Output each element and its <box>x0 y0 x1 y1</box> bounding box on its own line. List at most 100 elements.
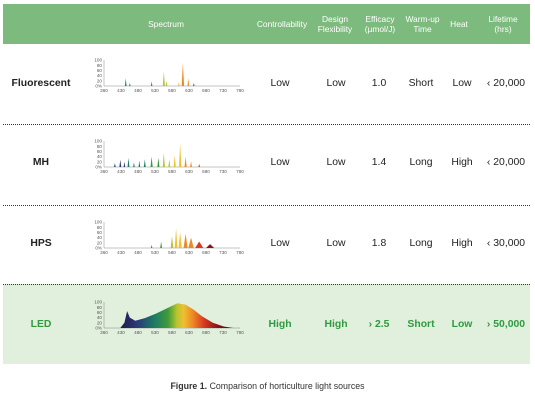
x-tick-label: 580 <box>168 330 176 335</box>
spectrum-peak <box>198 163 201 167</box>
y-tick-label: 40 <box>97 315 103 320</box>
spectrum-peak <box>138 160 141 167</box>
x-tick-label: 680 <box>202 88 210 93</box>
x-tick-label: 780 <box>236 169 244 174</box>
controllability-value: High <box>268 319 292 330</box>
light-source-name: Fluorescent <box>11 78 71 89</box>
spectrum-peak <box>165 80 168 86</box>
x-tick-label: 630 <box>185 88 193 93</box>
caption-text: Comparison of horticulture light sources <box>209 381 365 391</box>
spectrum-peak <box>150 81 153 86</box>
warmup-value: Long <box>409 238 433 249</box>
x-tick-label: 580 <box>168 250 176 255</box>
spectrum-curve <box>120 303 234 328</box>
spectrum-peak <box>157 157 160 167</box>
x-tick-label: 480 <box>134 88 142 93</box>
controllability-value: Low <box>270 238 290 249</box>
y-tick-label: 20 <box>97 78 103 83</box>
spectrum-peak <box>160 241 163 248</box>
spectrum-peak <box>127 157 130 167</box>
warmup-value: Short <box>408 78 434 89</box>
y-tick-label: 20 <box>97 240 103 245</box>
y-tick-label: 60 <box>97 310 103 315</box>
x-tick-label: 360 <box>100 330 108 335</box>
spectrum-peak <box>124 78 127 86</box>
spectrum-peak <box>173 155 176 167</box>
y-tick-label: 80 <box>97 305 103 310</box>
efficacy-value: › 2.5 <box>368 319 390 330</box>
x-tick-label: 730 <box>219 250 227 255</box>
header-efficacy: Efficacy (µmol/J) <box>364 14 396 34</box>
y-tick-label: 0% <box>95 326 102 331</box>
y-tick-label: 100 <box>94 58 102 63</box>
warmup-value: Short <box>407 319 435 330</box>
spectrum-peak <box>150 244 153 248</box>
x-tick-label: 730 <box>219 330 227 335</box>
spectrum-peak <box>178 232 182 248</box>
y-tick-label: 0% <box>95 165 102 170</box>
heat-value: Low <box>452 78 472 89</box>
y-tick-label: 60 <box>97 230 103 235</box>
header-controllability: Controllability <box>256 19 308 29</box>
spectrum-peak <box>129 82 131 86</box>
lifetime-value: › 50,000 <box>486 319 526 330</box>
x-tick-label: 630 <box>185 169 193 174</box>
x-tick-label: 780 <box>236 250 244 255</box>
x-tick-label: 360 <box>100 169 108 174</box>
light-source-name: HPS <box>30 238 52 249</box>
y-tick-label: 0% <box>95 246 102 251</box>
spectrum-peak <box>150 156 153 167</box>
chart-axis <box>103 141 240 168</box>
light-source-name: LED <box>30 319 52 330</box>
spectrum-peak <box>170 236 174 248</box>
spectrum-peak <box>119 159 122 167</box>
x-tick-label: 580 <box>168 88 176 93</box>
x-tick-label: 780 <box>236 330 244 335</box>
spectrum-peak <box>114 163 116 167</box>
design-flexibility-value: Low <box>326 238 346 249</box>
spectrum-peak <box>133 162 135 167</box>
spectrum-peak <box>174 228 178 248</box>
x-tick-label: 680 <box>202 169 210 174</box>
x-tick-label: 630 <box>185 330 193 335</box>
x-tick-label: 730 <box>219 169 227 174</box>
controllability-value: Low <box>270 78 290 89</box>
efficacy-value: 1.4 <box>371 157 387 168</box>
x-tick-label: 360 <box>100 88 108 93</box>
controllability-value: Low <box>270 157 290 168</box>
header-warmup: Warm-up Time <box>405 14 440 34</box>
x-tick-label: 480 <box>134 250 142 255</box>
y-tick-label: 100 <box>94 139 102 144</box>
warmup-value: Long <box>409 157 433 168</box>
chart-axis <box>103 60 240 87</box>
light-source-name: MH <box>32 157 50 168</box>
x-tick-label: 680 <box>202 250 210 255</box>
spectrum-peak <box>162 71 165 86</box>
x-tick-label: 480 <box>134 330 142 335</box>
y-tick-label: 60 <box>97 68 103 73</box>
caption-label: Figure 1. <box>170 381 208 391</box>
spectrum-peak <box>188 237 194 248</box>
spectrum-peak <box>206 244 215 248</box>
x-tick-label: 530 <box>151 250 159 255</box>
x-tick-label: 430 <box>117 250 125 255</box>
x-tick-label: 430 <box>117 88 125 93</box>
heat-value: High <box>451 238 473 249</box>
header-heat: Heat <box>450 19 468 29</box>
spectrum-peak <box>123 161 126 167</box>
spectrum-peak <box>181 62 185 86</box>
x-tick-label: 580 <box>168 169 176 174</box>
x-tick-label: 480 <box>134 169 142 174</box>
y-tick-label: 40 <box>97 235 103 240</box>
lifetime-value: ‹ 30,000 <box>486 238 526 249</box>
header-spectrum: Spectrum <box>148 19 184 29</box>
y-tick-label: 100 <box>94 300 102 305</box>
x-tick-label: 530 <box>151 330 159 335</box>
x-tick-label: 530 <box>151 169 159 174</box>
chart-axis <box>103 222 240 249</box>
led-row-background <box>3 284 530 364</box>
x-tick-label: 360 <box>100 250 108 255</box>
